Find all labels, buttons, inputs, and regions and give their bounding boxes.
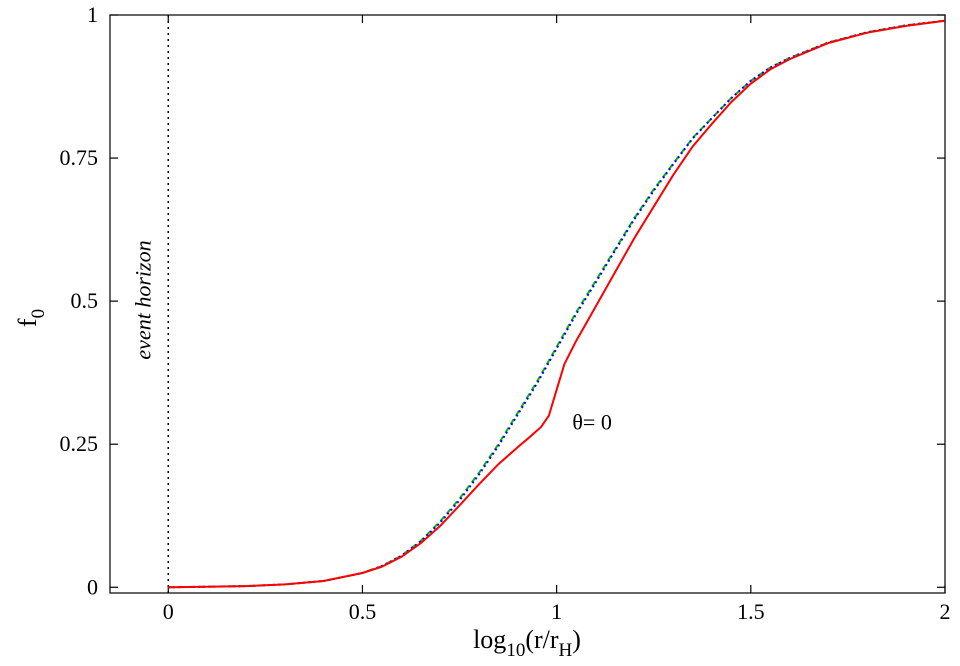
plot-frame xyxy=(109,14,946,594)
x-tick-label: 0.5 xyxy=(349,599,377,624)
y-tick-label: 1 xyxy=(87,2,98,27)
x-tick-label: 0 xyxy=(163,599,174,624)
x-label-sub2: H xyxy=(559,640,573,661)
y-tick-label: 0 xyxy=(87,574,98,599)
y-tick-label: 0.25 xyxy=(60,431,99,456)
y-axis-label: f0 xyxy=(13,309,49,327)
x-label-end: ) xyxy=(572,625,581,654)
x-label-mid: (r/r xyxy=(525,625,559,654)
event-horizon-group: event horizon xyxy=(130,15,170,593)
series-line-2 xyxy=(168,19,946,589)
series-group xyxy=(168,19,946,589)
y-tick-label: 0.5 xyxy=(71,288,99,313)
x-tick-label: 2 xyxy=(940,599,951,624)
series-line-0 xyxy=(168,19,946,589)
x-tick-label: 1.5 xyxy=(737,599,765,624)
annotations-group: θ= 0 xyxy=(572,409,611,434)
ticks: 0 0.5 1 1.5 2 0 0.25 0.5 0.75 1 xyxy=(60,2,951,624)
y-label-base: f xyxy=(13,318,42,327)
series-line-1 xyxy=(168,19,946,589)
y-tick-label: 0.75 xyxy=(60,145,99,170)
event-horizon-label: event horizon xyxy=(130,240,155,359)
x-label-base: log xyxy=(473,625,506,654)
x-label-sub: 10 xyxy=(506,640,525,661)
x-axis-label: log10(r/rH) xyxy=(473,625,581,661)
y-label-sub: 0 xyxy=(28,309,49,319)
x-tick-label: 1 xyxy=(551,599,562,624)
annotation-label: θ= 0 xyxy=(572,409,611,434)
